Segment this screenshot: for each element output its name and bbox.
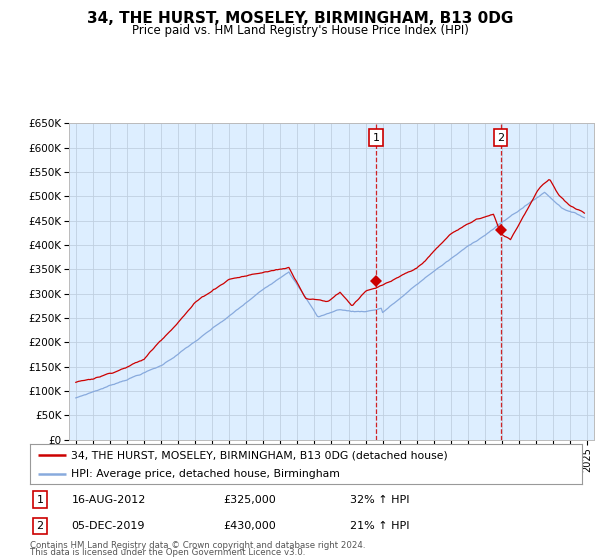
Text: Contains HM Land Registry data © Crown copyright and database right 2024.: Contains HM Land Registry data © Crown c… bbox=[30, 541, 365, 550]
Text: Price paid vs. HM Land Registry's House Price Index (HPI): Price paid vs. HM Land Registry's House … bbox=[131, 24, 469, 36]
Text: 05-DEC-2019: 05-DEC-2019 bbox=[71, 521, 145, 531]
Text: £430,000: £430,000 bbox=[223, 521, 276, 531]
Text: £325,000: £325,000 bbox=[223, 494, 276, 505]
Text: This data is licensed under the Open Government Licence v3.0.: This data is licensed under the Open Gov… bbox=[30, 548, 305, 557]
Text: HPI: Average price, detached house, Birmingham: HPI: Average price, detached house, Birm… bbox=[71, 469, 340, 478]
Text: 21% ↑ HPI: 21% ↑ HPI bbox=[350, 521, 410, 531]
Text: 34, THE HURST, MOSELEY, BIRMINGHAM, B13 0DG: 34, THE HURST, MOSELEY, BIRMINGHAM, B13 … bbox=[87, 11, 513, 26]
Text: 2: 2 bbox=[497, 133, 504, 143]
Text: 1: 1 bbox=[373, 133, 380, 143]
Text: 1: 1 bbox=[37, 494, 43, 505]
Text: 16-AUG-2012: 16-AUG-2012 bbox=[71, 494, 146, 505]
Text: 2: 2 bbox=[37, 521, 43, 531]
Text: 34, THE HURST, MOSELEY, BIRMINGHAM, B13 0DG (detached house): 34, THE HURST, MOSELEY, BIRMINGHAM, B13 … bbox=[71, 450, 448, 460]
Text: 32% ↑ HPI: 32% ↑ HPI bbox=[350, 494, 410, 505]
